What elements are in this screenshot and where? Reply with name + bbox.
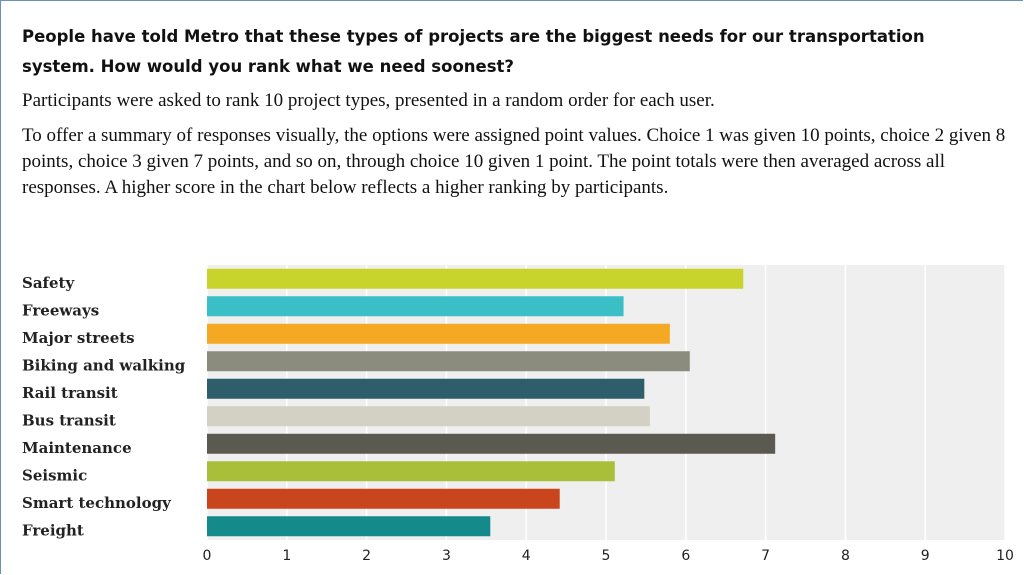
category-label: Safety	[22, 274, 75, 292]
x-tick-label: 3	[442, 548, 451, 564]
category-label: Rail transit	[22, 384, 118, 402]
x-tick-label: 2	[362, 548, 371, 564]
bar	[207, 461, 615, 482]
category-label: Smart technology	[22, 494, 172, 512]
category-label: Seismic	[22, 466, 87, 484]
bar	[207, 268, 744, 289]
x-tick-label: 5	[602, 548, 611, 564]
x-tick-label: 10	[996, 548, 1014, 564]
bar	[207, 378, 645, 399]
category-label: Maintenance	[22, 439, 132, 457]
bar	[207, 516, 491, 537]
x-tick-label: 4	[522, 548, 531, 564]
category-label: Biking and walking	[22, 356, 186, 374]
bar	[207, 296, 624, 317]
x-tick-label: 8	[841, 548, 850, 564]
category-label: Bus transit	[22, 411, 116, 429]
bar	[207, 406, 650, 427]
paragraph: To offer a summary of responses visually…	[22, 125, 1006, 198]
x-tick-label: 6	[681, 548, 690, 564]
x-tick-label: 0	[203, 548, 212, 564]
paragraph: Participants were asked to rank 10 proje…	[22, 90, 715, 111]
x-tick-label: 7	[761, 548, 770, 564]
bar	[207, 488, 560, 509]
bar	[207, 323, 670, 344]
category-label: Freeways	[22, 301, 99, 319]
category-label: Major streets	[22, 329, 135, 347]
x-tick-label: 9	[921, 548, 930, 564]
x-tick-label: 1	[282, 548, 291, 564]
bar	[207, 351, 690, 372]
question: People have told Metro that these types …	[22, 27, 925, 76]
text-block: People have told Metro that these types …	[22, 22, 1012, 210]
bar	[207, 433, 776, 454]
category-label: Freight	[22, 521, 84, 539]
